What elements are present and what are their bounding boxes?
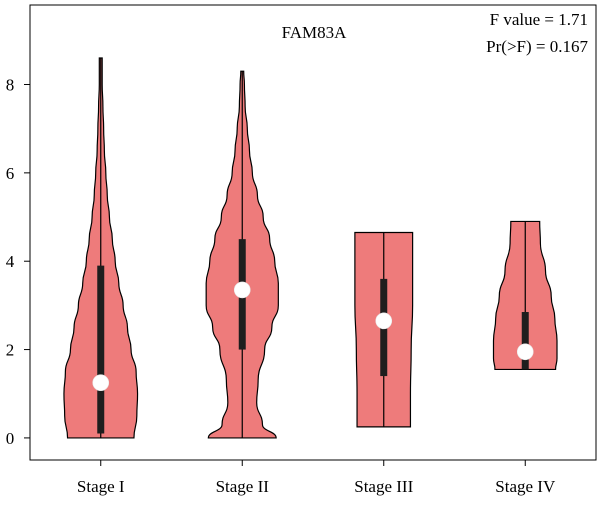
x-tick-label: Stage IV <box>495 477 556 496</box>
y-tick-label: 2 <box>6 341 15 360</box>
f-value-annotation: F value = 1.71 <box>490 10 588 29</box>
violin-median-point <box>92 374 110 391</box>
violin-median-point <box>375 312 393 330</box>
chart-title: FAM83A <box>282 23 348 42</box>
y-tick-label: 8 <box>6 76 15 95</box>
violin-group <box>354 231 414 428</box>
y-tick-label: 4 <box>6 252 15 271</box>
y-tick-label: 6 <box>6 164 15 183</box>
p-value-annotation: Pr(>F) = 0.167 <box>486 37 588 56</box>
violin-median-point <box>516 343 534 361</box>
x-tick-label: Stage III <box>354 477 413 496</box>
x-tick-label: Stage II <box>216 477 270 496</box>
violins-layer <box>63 57 558 439</box>
violin-iqr-box <box>97 265 105 434</box>
violin-group <box>205 70 279 439</box>
violin-group <box>63 57 139 439</box>
plot-frame <box>29 4 597 461</box>
violin-group <box>492 220 558 371</box>
violin-median-point <box>233 281 251 299</box>
violin-iqr-box <box>521 312 529 370</box>
x-axis: Stage I Stage II Stage III Stage IV <box>77 460 556 496</box>
y-tick-label: 0 <box>6 429 15 448</box>
axes <box>29 4 597 461</box>
x-tick-label: Stage I <box>77 477 125 496</box>
y-axis: 0 2 4 6 8 <box>6 76 30 448</box>
